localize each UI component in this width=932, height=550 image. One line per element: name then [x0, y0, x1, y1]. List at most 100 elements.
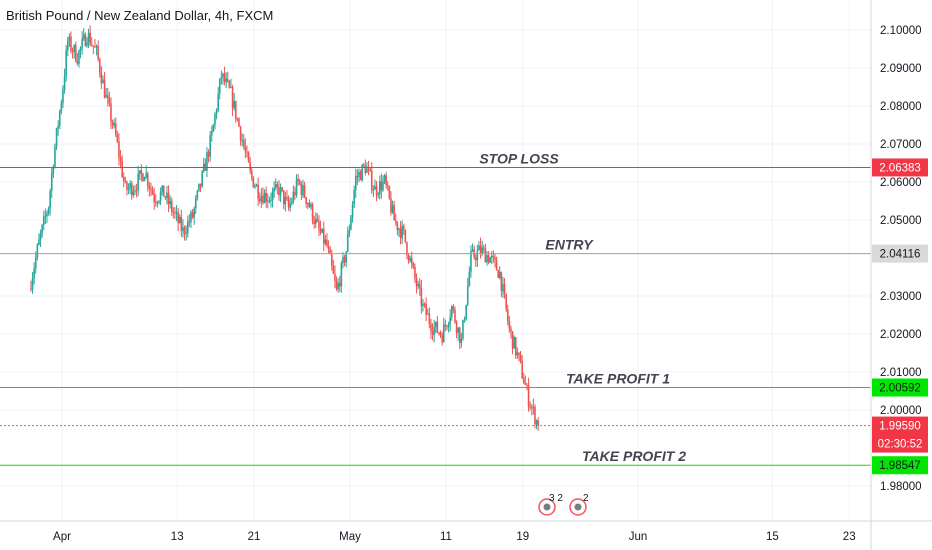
- candle-body: [156, 202, 159, 204]
- y-tick-label: 1.98000: [880, 481, 922, 493]
- candle-body: [95, 45, 98, 48]
- candle-body: [506, 309, 509, 322]
- candle-body: [55, 128, 58, 148]
- candle-body: [438, 332, 440, 334]
- y-tick-label: 2.01000: [880, 367, 922, 379]
- x-tick-label: Jun: [629, 531, 648, 543]
- candle-body: [391, 205, 394, 213]
- y-tick-label: 2.07000: [880, 139, 922, 151]
- candle-body: [158, 200, 160, 203]
- candle-body: [370, 170, 373, 190]
- candle-body: [332, 265, 335, 274]
- candle-body: [33, 268, 35, 279]
- candle-body: [378, 181, 381, 195]
- candle-body: [118, 141, 120, 158]
- candle-body: [230, 86, 232, 88]
- candle-body: [482, 247, 485, 249]
- candle-body: [319, 228, 322, 233]
- candle-body: [132, 191, 135, 196]
- candle-body: [121, 160, 123, 178]
- candle-body: [386, 184, 389, 187]
- candle-body: [90, 44, 93, 46]
- candle-body: [246, 151, 248, 153]
- candle-body: [148, 185, 151, 189]
- candle-body: [110, 103, 112, 122]
- candle-body: [255, 184, 258, 187]
- candle-body: [385, 175, 387, 185]
- candle-body: [502, 284, 504, 292]
- candle-body: [455, 322, 458, 333]
- candle-body: [191, 212, 194, 218]
- candle-body: [270, 200, 272, 202]
- candle-body: [354, 176, 357, 191]
- candle-body: [338, 283, 341, 287]
- level-label-entry: ENTRY: [545, 237, 594, 253]
- candle-body: [170, 200, 173, 212]
- candle-body: [54, 147, 56, 167]
- candle-body: [428, 313, 431, 324]
- y-tick-label: 2.09000: [880, 63, 922, 75]
- candle-body: [444, 324, 447, 327]
- candle-body: [194, 198, 197, 209]
- candle-body: [372, 189, 375, 191]
- candle-body: [126, 181, 128, 190]
- candle-body: [52, 166, 55, 174]
- candle-body: [524, 383, 527, 385]
- candle-body: [100, 72, 103, 84]
- candle-body: [39, 233, 42, 240]
- candle-body: [178, 216, 181, 223]
- candle-body: [406, 242, 408, 255]
- candle-body: [490, 255, 493, 258]
- candle-body: [60, 102, 63, 111]
- event-count: 2: [583, 493, 589, 504]
- chart-grid: [0, 0, 871, 521]
- candle-body: [446, 326, 448, 328]
- candle-body: [172, 211, 175, 213]
- candle-body: [134, 190, 136, 192]
- candle-body: [94, 46, 96, 48]
- candle-body: [503, 284, 506, 295]
- candle-body: [294, 191, 296, 196]
- candle-body: [417, 284, 419, 287]
- candle-body: [530, 407, 533, 409]
- candle-body: [346, 233, 349, 252]
- candle-body: [489, 257, 491, 263]
- candle-body: [383, 175, 386, 182]
- candle-body: [73, 45, 75, 52]
- price-badge-stop: [872, 158, 928, 177]
- candle-body: [452, 306, 455, 310]
- candle-body: [375, 186, 378, 195]
- candle-body: [439, 332, 442, 335]
- candle-body: [143, 177, 146, 182]
- candle-body: [130, 183, 133, 196]
- candle-body: [188, 221, 191, 223]
- candle-body: [174, 212, 176, 214]
- price-badges: 2.06383 2.04116 2.00592 1.98547 1.99590 02:30…: [872, 158, 928, 475]
- candle-body: [337, 283, 339, 290]
- price-badge-entry: [872, 244, 928, 263]
- chart-events[interactable]: 3 2 2: [538, 493, 589, 516]
- candle-body: [162, 185, 165, 197]
- candle-body: [98, 59, 101, 73]
- candle-body: [308, 203, 311, 208]
- candle-body: [462, 320, 464, 339]
- candle-body: [266, 200, 269, 202]
- candle-body: [209, 135, 211, 157]
- candle-body: [247, 152, 250, 163]
- candle-body: [164, 196, 167, 199]
- candle-body: [409, 257, 411, 261]
- candle-body: [47, 207, 50, 214]
- candle-body: [36, 244, 39, 258]
- candle-body: [44, 216, 47, 218]
- candle-body: [350, 217, 352, 230]
- candle-body: [250, 170, 253, 177]
- y-tick-label: 2.02000: [880, 329, 922, 341]
- candle-body: [68, 36, 71, 42]
- candle-body: [71, 50, 74, 52]
- candle-body: [282, 190, 285, 205]
- candle-body: [396, 221, 399, 231]
- candle-body: [78, 50, 80, 64]
- candle-body: [193, 208, 195, 218]
- candle-body: [497, 270, 499, 278]
